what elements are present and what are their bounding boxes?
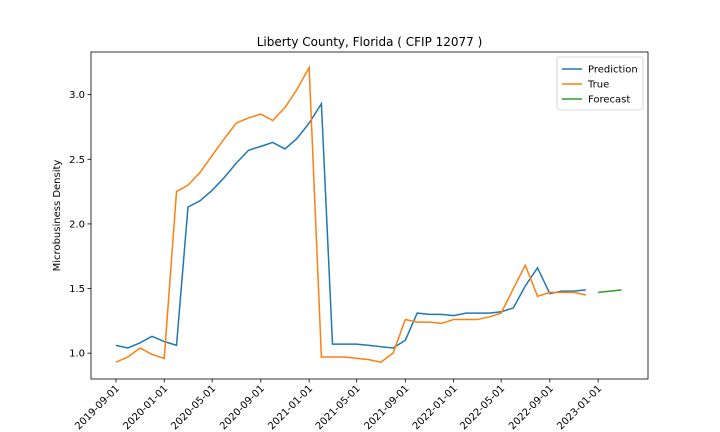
y-tick-label: 2.0: [69, 219, 85, 230]
series-line: [115, 101, 586, 349]
y-axis-label: Microbusiness Density: [52, 160, 63, 272]
legend-label: True: [587, 80, 609, 91]
plot-frame: [90, 51, 649, 380]
chart-title: Liberty County, Florida ( CFIP 12077 ): [257, 35, 483, 49]
y-tick-label: 1.0: [69, 349, 85, 360]
y-tick-label: 3.0: [69, 90, 85, 101]
y-tick-label: 2.5: [69, 155, 85, 166]
series-line: [115, 64, 587, 364]
legend-label: Forecast: [588, 95, 630, 106]
legend-label: Prediction: [588, 65, 638, 76]
series-line: [598, 289, 622, 294]
y-tick-label: 1.5: [69, 284, 85, 295]
legend-box: [556, 56, 644, 111]
